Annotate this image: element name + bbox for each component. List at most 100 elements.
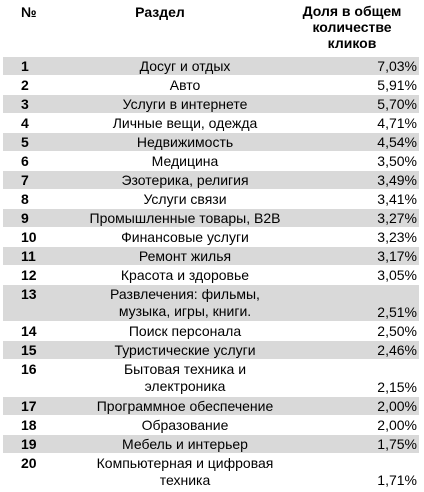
- row-section: Развлечения: фильмы, музыка, игры, книги.: [53, 286, 317, 320]
- row-section-line: Промышленные товары, B2B: [89, 210, 281, 226]
- row-section-line: электроника: [144, 378, 226, 394]
- row-section: Ремонт жилья: [53, 248, 317, 265]
- clicks-share-table: № Раздел Доля в общем количестве кликов …: [3, 0, 419, 490]
- row-number: 7: [21, 172, 29, 188]
- row-section-line: Ремонт жилья: [138, 248, 232, 264]
- row-section-line: Образование: [141, 417, 229, 433]
- table-row: 17 Программное обеспечение 2,00%: [3, 397, 419, 416]
- row-section-line: Компьютерная и цифровая: [96, 455, 274, 471]
- table-row: 12 Красота и здоровье 3,05%: [3, 266, 419, 285]
- row-share: 1,75%: [377, 436, 417, 452]
- row-share: 4,54%: [377, 134, 417, 150]
- row-section: Бытовая техника и электроника: [53, 361, 317, 395]
- row-section: Компьютерная и цифровая техника: [53, 455, 317, 489]
- row-section: Туристические услуги: [53, 342, 317, 359]
- row-number: 12: [21, 267, 37, 283]
- row-section-line: Личные вещи, одежда: [112, 115, 258, 131]
- table-row: 16 Бытовая техника и электроника 2,15%: [3, 360, 419, 397]
- row-share: 3,27%: [377, 210, 417, 226]
- table-row: 4 Личные вещи, одежда 4,71%: [3, 114, 419, 133]
- row-number: 13: [21, 286, 37, 302]
- table-row: 6 Медицина 3,50%: [3, 152, 419, 171]
- row-share: 2,51%: [377, 304, 417, 320]
- row-section-line: Бытовая техника и: [123, 361, 247, 377]
- table-header: № Раздел Доля в общем количестве кликов: [3, 0, 419, 57]
- row-section-line: Недвижимость: [136, 134, 234, 150]
- table-row: 7 Эзотерика, религия 3,49%: [3, 171, 419, 190]
- table-row: 18 Образование 2,00%: [3, 416, 419, 435]
- row-section: Авто: [53, 77, 317, 94]
- header-share-line: количестве: [312, 19, 392, 35]
- row-number: 10: [21, 229, 37, 245]
- row-number: 2: [21, 77, 29, 93]
- row-section: Эзотерика, религия: [53, 172, 317, 189]
- row-section-line: Программное обеспечение: [96, 398, 274, 414]
- row-share: 3,50%: [377, 153, 417, 169]
- row-share: 2,50%: [377, 323, 417, 339]
- table-row: 20 Компьютерная и цифровая техника 1,71%: [3, 454, 419, 490]
- row-number: 17: [21, 398, 37, 414]
- row-number: 16: [21, 361, 37, 377]
- row-number: 5: [21, 134, 29, 150]
- table-row: 8 Услуги связи 3,41%: [3, 190, 419, 209]
- row-section-line: музыка, игры, книги.: [118, 303, 252, 319]
- row-number: 4: [21, 115, 29, 131]
- row-section-line: Поиск персонала: [128, 323, 242, 339]
- row-section-line: техника: [159, 472, 211, 488]
- row-section: Поиск персонала: [53, 323, 317, 340]
- row-share: 5,70%: [377, 96, 417, 112]
- row-number: 19: [21, 436, 37, 452]
- row-share: 2,00%: [377, 398, 417, 414]
- header-share-line: Доля в общем: [302, 3, 402, 19]
- row-number: 15: [21, 342, 37, 358]
- row-section-line: Эзотерика, религия: [121, 172, 249, 188]
- row-section-line: Мебель и интерьер: [122, 436, 248, 452]
- table-row: 10 Финансовые услуги 3,23%: [3, 228, 419, 247]
- row-share: 1,71%: [377, 472, 417, 488]
- row-section: Личные вещи, одежда: [53, 115, 317, 132]
- header-number: №: [21, 4, 37, 20]
- row-section: Финансовые услуги: [53, 229, 317, 246]
- row-section: Мебель и интерьер: [53, 436, 317, 453]
- table-row: 13 Развлечения: фильмы, музыка, игры, книг…: [3, 285, 419, 322]
- row-section-line: Услуги связи: [143, 191, 227, 207]
- row-section-line: Медицина: [151, 153, 219, 169]
- row-section: Образование: [53, 417, 317, 434]
- row-number: 8: [21, 191, 29, 207]
- table-row: 5 Недвижимость 4,54%: [3, 133, 419, 152]
- row-share: 2,46%: [377, 342, 417, 358]
- row-number: 1: [21, 58, 29, 74]
- header-section: Раздел: [135, 4, 185, 20]
- row-section: Программное обеспечение: [53, 398, 317, 415]
- row-share: 3,49%: [377, 172, 417, 188]
- row-share: 5,91%: [377, 77, 417, 93]
- row-section-line: Туристические услуги: [114, 342, 256, 358]
- row-share: 4,71%: [377, 115, 417, 131]
- row-number: 11: [21, 248, 36, 264]
- table-row: 11 Ремонт жилья 3,17%: [3, 247, 419, 266]
- row-share: 3,23%: [377, 229, 417, 245]
- row-share: 3,41%: [377, 191, 417, 207]
- row-share: 3,05%: [377, 267, 417, 283]
- row-section-line: Авто: [169, 77, 201, 93]
- row-share: 3,17%: [377, 248, 417, 264]
- table-row: 3 Услуги в интернете 5,70%: [3, 95, 419, 114]
- table-row: 9 Промышленные товары, B2B 3,27%: [3, 209, 419, 228]
- table-row: 14 Поиск персонала 2,50%: [3, 322, 419, 341]
- row-section: Досуг и отдых: [53, 58, 317, 75]
- row-section: Медицина: [53, 153, 317, 170]
- header-share: Доля в общем количестве кликов: [285, 3, 419, 51]
- row-section-line: Досуг и отдых: [139, 58, 231, 74]
- row-share: 2,15%: [377, 379, 417, 395]
- row-number: 14: [21, 323, 37, 339]
- row-share: 7,03%: [377, 58, 417, 74]
- table-row: 2 Авто 5,91%: [3, 76, 419, 95]
- header-share-line: кликов: [327, 35, 377, 51]
- row-section: Красота и здоровье: [53, 267, 317, 284]
- row-number: 3: [21, 96, 29, 112]
- table-row: 15 Туристические услуги 2,46%: [3, 341, 419, 360]
- row-number: 20: [21, 455, 37, 471]
- row-section-line: Финансовые услуги: [121, 229, 249, 245]
- row-section: Промышленные товары, B2B: [53, 210, 317, 227]
- row-number: 6: [21, 153, 29, 169]
